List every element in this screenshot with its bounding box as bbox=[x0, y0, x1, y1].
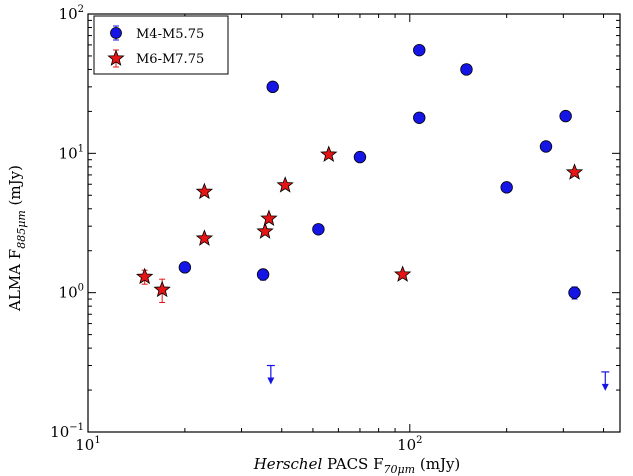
y-axis-label: ALMA F885μm (mJy) bbox=[6, 165, 28, 312]
data-point-star bbox=[260, 209, 278, 227]
data-point-star bbox=[195, 182, 214, 200]
data-point-circle bbox=[500, 181, 513, 194]
legend-label-m6: M6-M7.75 bbox=[136, 52, 204, 67]
axes-frame bbox=[87, 13, 621, 433]
x-tick-label: 102 bbox=[397, 435, 422, 454]
legend-marker-star bbox=[107, 49, 125, 68]
data-point-circle bbox=[178, 261, 192, 274]
y-tick-label: 102 bbox=[59, 4, 84, 23]
data-point-circle bbox=[353, 150, 367, 164]
data-point-star bbox=[393, 265, 412, 282]
data-point-star bbox=[256, 222, 274, 239]
data-point-star bbox=[135, 267, 154, 285]
data-point-circle bbox=[539, 140, 553, 153]
legend-label-m4: M4-M5.75 bbox=[136, 27, 204, 42]
x-tick-label: 101 bbox=[75, 435, 100, 454]
upper-limit-arrow bbox=[266, 364, 275, 385]
y-tick-label: 10−1 bbox=[50, 422, 84, 441]
data-point-star bbox=[320, 145, 338, 162]
data-point-circle bbox=[568, 286, 581, 299]
data-point-star bbox=[565, 163, 584, 180]
y-tick-label: 101 bbox=[59, 143, 84, 162]
series-star bbox=[135, 145, 584, 304]
plot-area bbox=[135, 43, 610, 391]
data-point-circle bbox=[559, 109, 572, 123]
data-point-star bbox=[195, 229, 214, 246]
x-axis-label: Herschel PACS F70μm (mJy) bbox=[253, 455, 461, 476]
data-point-circle bbox=[413, 111, 426, 124]
legend: M4-M5.75 M6-M7.75 bbox=[93, 15, 229, 75]
legend-marker-circle bbox=[110, 25, 122, 41]
data-point-star bbox=[276, 176, 294, 193]
data-point-circle bbox=[312, 223, 325, 236]
legend-star-shape bbox=[107, 49, 125, 66]
data-point-circle bbox=[460, 63, 473, 76]
axis-ticks: 101 102 10−1 100 101 102 bbox=[50, 4, 620, 454]
data-point-circle bbox=[266, 80, 279, 94]
y-tick-label: 100 bbox=[59, 283, 84, 302]
series-circle bbox=[178, 43, 610, 391]
data-point-star bbox=[153, 280, 171, 298]
upper-limit-arrow bbox=[601, 371, 610, 391]
data-point-circle bbox=[256, 268, 270, 281]
data-point-circle bbox=[413, 43, 426, 57]
